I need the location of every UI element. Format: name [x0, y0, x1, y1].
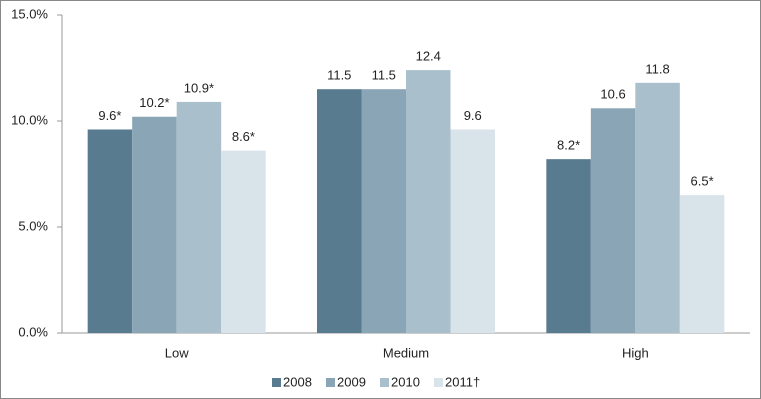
value-label: 6.5*	[691, 174, 714, 189]
value-label: 8.2*	[557, 138, 580, 153]
legend-swatch	[326, 378, 335, 387]
value-label: 9.6*	[98, 108, 121, 123]
value-label: 10.9*	[184, 80, 214, 95]
value-label: 9.6	[464, 108, 482, 123]
bar	[317, 89, 362, 333]
value-label: 8.6*	[232, 129, 255, 144]
bar	[406, 70, 451, 334]
y-tick-label: 0.0%	[18, 324, 48, 339]
legend-label: 2009	[337, 374, 366, 389]
bar	[590, 108, 636, 333]
bar	[221, 150, 266, 333]
bar	[87, 129, 133, 333]
bar	[635, 82, 680, 333]
bar	[132, 116, 177, 333]
y-tick-label: 10.0%	[11, 112, 48, 127]
bar	[450, 129, 495, 333]
legend-swatch	[434, 378, 443, 387]
x-tick-label: Medium	[383, 345, 429, 360]
x-tick-label: Low	[165, 345, 189, 360]
legend-swatch	[380, 378, 389, 387]
bar	[546, 159, 591, 333]
value-label: 11.5	[372, 68, 396, 83]
value-label: 10.6	[600, 87, 625, 102]
bar	[679, 195, 725, 333]
value-label: 10.2*	[139, 95, 169, 110]
y-tick-label: 15.0%	[11, 6, 48, 21]
bar	[176, 101, 222, 333]
value-label: 11.8	[645, 61, 669, 76]
y-tick-label: 5.0%	[18, 218, 48, 233]
legend-label: 2010	[391, 374, 420, 389]
legend-swatch	[272, 378, 281, 387]
x-tick-label: High	[622, 345, 649, 360]
bar	[361, 89, 406, 333]
legend-label: 2008	[283, 374, 312, 389]
value-label: 12.4	[416, 49, 441, 64]
legend-label: 2011†	[445, 374, 480, 389]
value-label: 11.5	[327, 68, 351, 83]
